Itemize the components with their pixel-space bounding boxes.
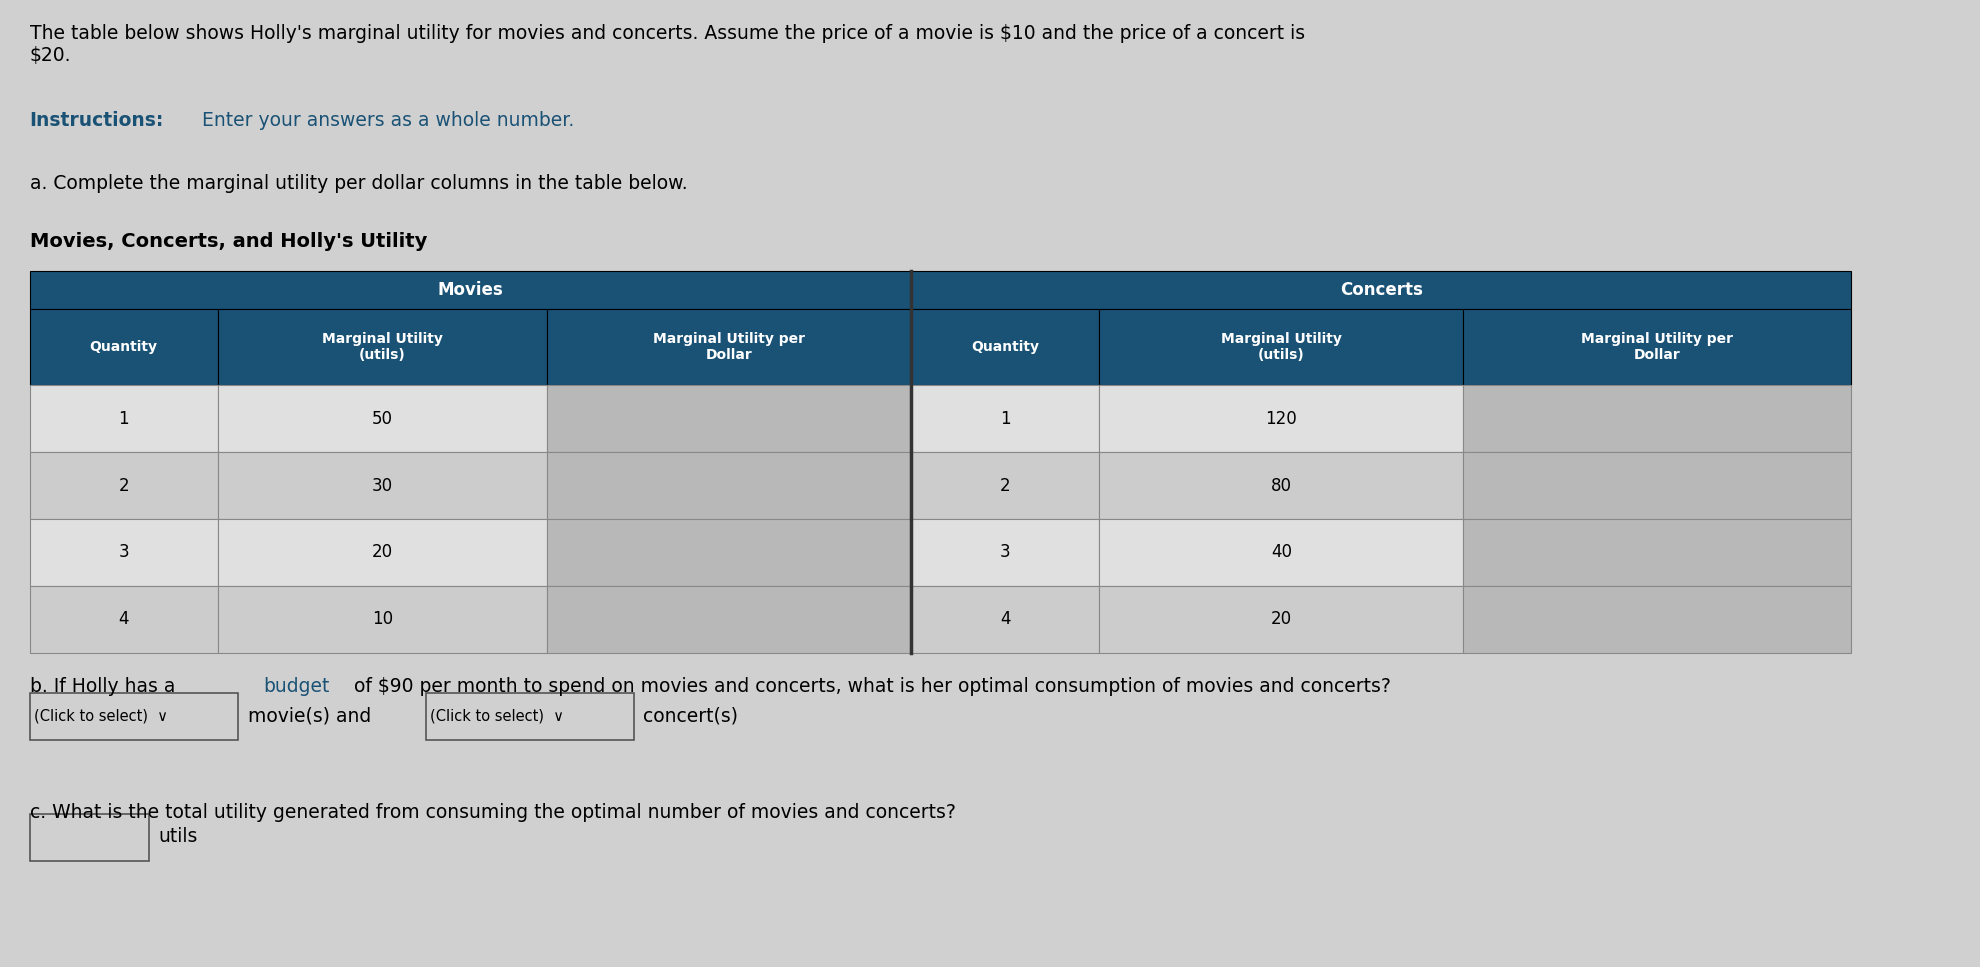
Text: 80: 80 [1271,477,1291,494]
Text: (Click to select)  ∨: (Click to select) ∨ [430,708,564,723]
Text: c. What is the total utility generated from consuming the optimal number of movi: c. What is the total utility generated f… [30,803,956,822]
FancyBboxPatch shape [1463,586,1851,653]
Text: a. Complete the marginal utility per dollar columns in the table below.: a. Complete the marginal utility per dol… [30,174,687,193]
FancyBboxPatch shape [1099,519,1463,586]
FancyBboxPatch shape [30,814,148,861]
Text: movie(s) and: movie(s) and [248,706,370,725]
FancyBboxPatch shape [426,693,634,740]
Text: 2: 2 [1000,477,1010,494]
FancyBboxPatch shape [1463,453,1851,519]
Text: b. If Holly has a: b. If Holly has a [30,677,180,696]
Text: Movies, Concerts, and Holly's Utility: Movies, Concerts, and Holly's Utility [30,232,428,251]
FancyBboxPatch shape [1099,453,1463,519]
FancyBboxPatch shape [218,309,546,385]
FancyBboxPatch shape [546,586,911,653]
FancyBboxPatch shape [30,693,238,740]
Text: 4: 4 [119,610,129,629]
FancyBboxPatch shape [1099,385,1463,453]
Text: 20: 20 [372,543,392,562]
FancyBboxPatch shape [911,271,1851,309]
Text: 40: 40 [1271,543,1291,562]
FancyBboxPatch shape [911,385,1099,453]
Text: Quantity: Quantity [89,340,158,354]
FancyBboxPatch shape [911,309,1099,385]
FancyBboxPatch shape [218,453,546,519]
Text: 1: 1 [119,410,129,427]
FancyBboxPatch shape [30,586,218,653]
Text: 50: 50 [372,410,392,427]
Text: Marginal Utility
(utils): Marginal Utility (utils) [1222,332,1342,363]
Text: Quantity: Quantity [970,340,1040,354]
FancyBboxPatch shape [546,309,911,385]
Text: Movies: Movies [438,280,503,299]
FancyBboxPatch shape [911,519,1099,586]
FancyBboxPatch shape [1463,519,1851,586]
Text: Concerts: Concerts [1340,280,1424,299]
FancyBboxPatch shape [218,586,546,653]
Text: Enter your answers as a whole number.: Enter your answers as a whole number. [196,111,574,131]
FancyBboxPatch shape [30,309,218,385]
Text: 3: 3 [1000,543,1010,562]
FancyBboxPatch shape [546,385,911,453]
FancyBboxPatch shape [218,385,546,453]
Text: 3: 3 [119,543,129,562]
Text: 30: 30 [372,477,392,494]
FancyBboxPatch shape [546,453,911,519]
Text: 120: 120 [1265,410,1297,427]
Text: 10: 10 [372,610,392,629]
Text: 1: 1 [1000,410,1010,427]
Text: The table below shows Holly's marginal utility for movies and concerts. Assume t: The table below shows Holly's marginal u… [30,24,1305,65]
FancyBboxPatch shape [30,519,218,586]
Text: utils: utils [158,827,198,846]
FancyBboxPatch shape [911,586,1099,653]
FancyBboxPatch shape [1099,586,1463,653]
Text: (Click to select)  ∨: (Click to select) ∨ [34,708,168,723]
Text: 20: 20 [1271,610,1291,629]
Text: 2: 2 [119,477,129,494]
FancyBboxPatch shape [546,519,911,586]
FancyBboxPatch shape [30,385,218,453]
Text: concert(s): concert(s) [644,706,739,725]
Text: Marginal Utility
(utils): Marginal Utility (utils) [323,332,444,363]
Text: Marginal Utility per
Dollar: Marginal Utility per Dollar [1582,332,1732,363]
Text: 4: 4 [1000,610,1010,629]
Text: Instructions:: Instructions: [30,111,164,131]
FancyBboxPatch shape [1099,309,1463,385]
FancyBboxPatch shape [218,519,546,586]
FancyBboxPatch shape [30,271,911,309]
Text: of $90 per month to spend on movies and concerts, what is her optimal consumptio: of $90 per month to spend on movies and … [348,677,1392,696]
Text: Marginal Utility per
Dollar: Marginal Utility per Dollar [653,332,806,363]
FancyBboxPatch shape [911,453,1099,519]
Text: budget: budget [263,677,331,696]
FancyBboxPatch shape [1463,309,1851,385]
FancyBboxPatch shape [1463,385,1851,453]
FancyBboxPatch shape [30,453,218,519]
